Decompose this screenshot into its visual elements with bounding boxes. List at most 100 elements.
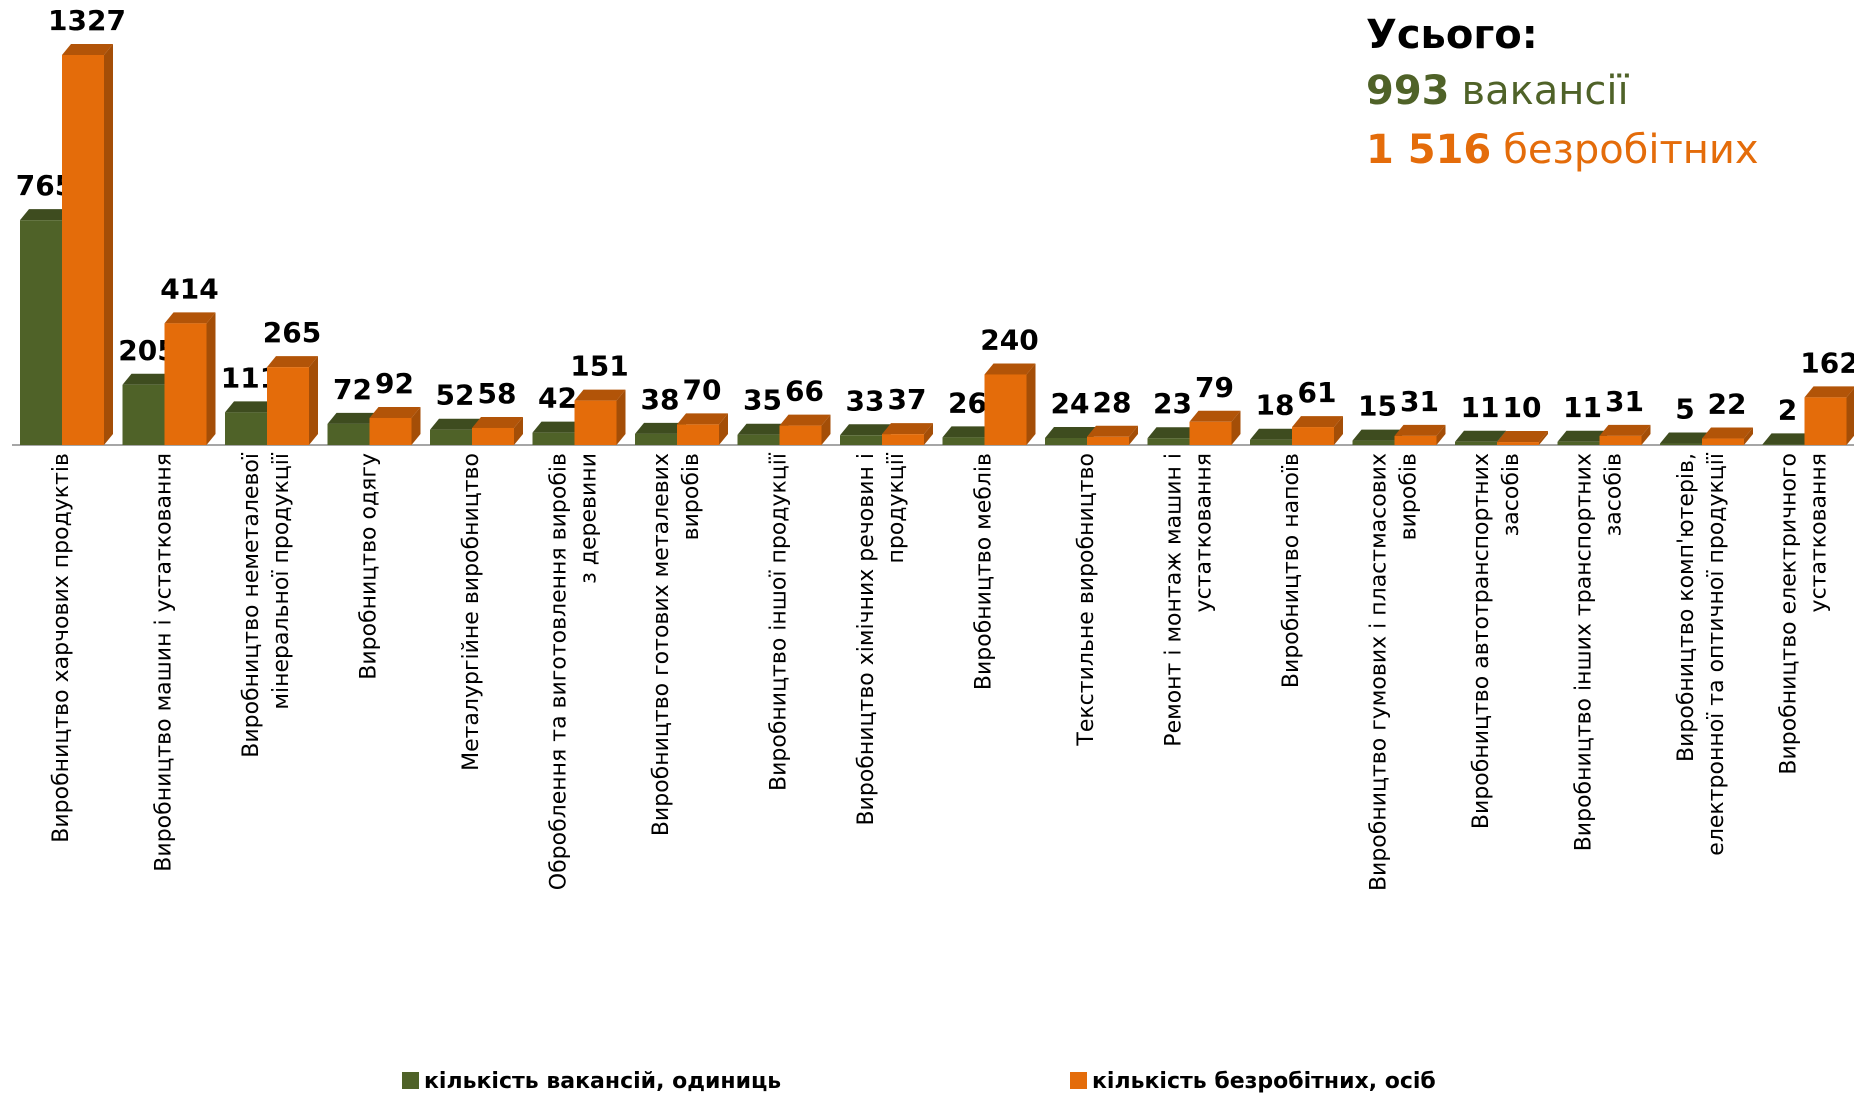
bar (122, 384, 165, 445)
x-tick-label: Оброблення та виготовлення виробів з дере… (547, 453, 602, 890)
value-label: 1327 (48, 4, 126, 37)
value-label: 11 (1461, 391, 1500, 424)
value-label: 92 (375, 367, 414, 400)
bar (1352, 440, 1395, 445)
bar-top (327, 412, 379, 424)
bar (62, 55, 104, 445)
x-tick-label: Виробництво іншої продукції (767, 452, 792, 791)
bar (1702, 438, 1744, 445)
bar (1250, 439, 1292, 445)
bar-top (882, 423, 933, 435)
bar-side (1334, 416, 1343, 445)
bar-top (984, 363, 1036, 375)
value-label: 18 (1256, 389, 1295, 422)
bar-top (122, 373, 174, 385)
bar-top (1045, 426, 1096, 438)
bar-group (1189, 410, 1241, 445)
total-line: 993 вакансії (1366, 68, 1630, 114)
value-label: 31 (1605, 385, 1644, 418)
value-label: 61 (1298, 376, 1337, 409)
bar-top (1497, 431, 1548, 443)
bar (1045, 437, 1087, 445)
value-label: 23 (1153, 387, 1192, 420)
bar (635, 433, 677, 445)
bar-top (1147, 427, 1199, 439)
bar-group (1497, 431, 1548, 445)
bar-side (514, 416, 523, 445)
bar (532, 432, 575, 445)
bar (164, 323, 207, 445)
bar (1087, 436, 1129, 445)
bar-side (1539, 431, 1548, 445)
bar-group (1599, 424, 1651, 445)
bar (1455, 441, 1497, 445)
total-line: 1 516 безробітних (1366, 127, 1759, 173)
bar-top (737, 423, 789, 435)
bar-group (1394, 424, 1446, 445)
bar (737, 434, 780, 445)
x-tick-label: Виробництво одягу (357, 453, 382, 680)
bar (1804, 397, 1847, 445)
bar-group (882, 423, 933, 445)
bar-top (1292, 416, 1343, 428)
bar-side (1231, 410, 1241, 445)
bar-group (472, 416, 523, 445)
value-label: 37 (888, 383, 927, 416)
bar-top (369, 406, 421, 418)
value-label: 26 (948, 386, 987, 419)
bar (1147, 438, 1190, 445)
bar-side (1744, 427, 1753, 445)
x-tick-label: Текстильне виробництво (1074, 453, 1099, 747)
value-label: 10 (1503, 391, 1542, 424)
total-number: 993 (1366, 68, 1450, 114)
bar (1557, 441, 1600, 445)
x-tick-label: Ремонт і монтаж машин і устатковання (1162, 453, 1217, 747)
value-label: 24 (1051, 387, 1090, 420)
x-tick-label: Виробництво автотранспортних засобів (1469, 453, 1524, 829)
value-label: 15 (1358, 390, 1397, 423)
bar-side (206, 312, 216, 445)
bar-side (1641, 424, 1651, 445)
value-label: 42 (538, 382, 577, 415)
bar-top (635, 422, 686, 434)
bar (942, 437, 985, 445)
x-tick-label: Виробництво гумових і пластмасових виробі… (1367, 453, 1422, 891)
bar (267, 367, 309, 445)
x-tick-label: Виробництво меблів (972, 453, 997, 690)
bar-top (1087, 425, 1138, 437)
bar-top (1352, 429, 1404, 441)
bar-top (677, 413, 728, 425)
bar (472, 427, 514, 445)
total-text: вакансії (1462, 68, 1630, 114)
bar (20, 220, 62, 445)
bar (1660, 443, 1702, 445)
bar-top (532, 421, 584, 433)
bar-side (616, 389, 626, 445)
bar-top (840, 424, 891, 436)
bar-top (1189, 410, 1241, 422)
x-tick-label: Виробництво неметалевої мінеральної проду… (239, 452, 294, 758)
bar-side (1436, 424, 1446, 445)
value-label: 28 (1093, 386, 1132, 419)
bar-group (574, 389, 626, 445)
value-label: 52 (436, 379, 475, 412)
x-tick-label: Виробництво хімічних речовин і продукції (854, 452, 909, 825)
legend-swatch (402, 1072, 419, 1089)
bar-group (164, 312, 216, 445)
bar (1762, 444, 1805, 445)
bar-top (225, 401, 276, 413)
bar-top (1702, 427, 1753, 439)
bar-group (1702, 427, 1753, 445)
bar (1599, 435, 1642, 445)
bar (840, 435, 882, 445)
value-label: 414 (160, 272, 218, 305)
bar-top (1455, 430, 1506, 442)
value-label: 5 (1675, 393, 1694, 426)
bar (369, 417, 412, 445)
value-label: 58 (478, 377, 517, 410)
total-text: безробітних (1503, 127, 1758, 173)
bar-top (779, 414, 831, 426)
value-label: 72 (333, 373, 372, 406)
bar-top (1762, 433, 1814, 445)
bar-top (1660, 432, 1711, 444)
